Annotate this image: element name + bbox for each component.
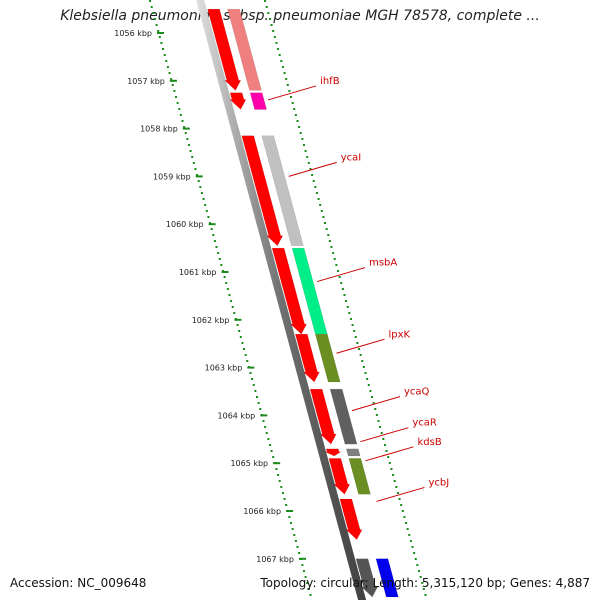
gene-label-leader — [267, 85, 317, 101]
gene-track — [207, 8, 399, 598]
gene-arrow — [271, 247, 308, 335]
backbone-bar — [196, 0, 367, 600]
gene-arrow — [241, 135, 284, 247]
gene-label-leader — [376, 486, 425, 502]
ruler-tick-label: 1066 kbp — [243, 507, 281, 516]
gene-block — [345, 448, 361, 457]
genome-backbone — [196, 0, 367, 600]
ruler-tick-label: 1067 kbp — [256, 555, 294, 564]
gene-label: lpxK — [388, 329, 410, 340]
gene-block — [249, 92, 267, 110]
ruler-tick-label: 1060 kbp — [166, 220, 204, 229]
ruler-tick-label: 1064 kbp — [218, 411, 256, 420]
gene-label-leader — [336, 338, 385, 354]
ruler-tick-label: 1065 kbp — [230, 459, 268, 468]
gene-label-leader — [360, 427, 409, 443]
ruler-tick-label: 1058 kbp — [140, 125, 178, 134]
gene-arrow — [355, 558, 379, 598]
gene-label: ycbJ — [428, 477, 449, 488]
map-title: Klebsiella pneumoniae subsp. pneumoniae … — [60, 8, 540, 24]
position-ruler: 1056 kbp 1057 kbp 1058 kbp 1059 kbp 1060 kbp… — [114, 0, 427, 596]
gene-label: kdsB — [418, 437, 442, 448]
gene-block — [314, 333, 341, 383]
genome-summary-text: Topology: circular; Length: 5,315,120 bp… — [260, 576, 590, 590]
gene-block — [227, 8, 262, 91]
gene-label-leader — [365, 446, 414, 462]
gene-label-leader — [288, 161, 337, 177]
gene-label: msbA — [369, 258, 397, 269]
gene-block — [348, 458, 371, 495]
gene-label-leader — [316, 267, 366, 283]
gene-block — [329, 388, 358, 445]
accession-text: Accession: NC_009648 — [10, 576, 147, 590]
gene-label-leader — [351, 396, 401, 412]
gene-label: ycaR — [412, 418, 437, 429]
gene-arrow — [339, 498, 363, 541]
ruler-tick-label: 1057 kbp — [127, 77, 165, 86]
ruler-tick-label: 1061 kbp — [179, 268, 217, 277]
gene-arrow — [324, 448, 342, 457]
gene-arrow — [207, 8, 242, 91]
gene-arrow — [328, 458, 351, 495]
gene-labels: ihfB ycaI msbA lpxK ycaQ ycaR kdsB ycbJ — [267, 76, 449, 502]
gene-block — [375, 558, 399, 598]
gene-arrow — [309, 388, 337, 445]
gene-arrow — [294, 333, 320, 383]
gene-label: ycaQ — [404, 387, 430, 398]
ruler-tick-label: 1062 kbp — [192, 316, 230, 325]
gene-label: ihfB — [320, 76, 340, 87]
gene-label: ycaI — [341, 152, 362, 163]
ruler-tick-label: 1063 kbp — [205, 364, 243, 373]
ruler-tick-label: 1056 kbp — [114, 29, 152, 38]
gene-arrow — [229, 92, 247, 110]
gene-block — [261, 135, 304, 246]
ruler-tick-label: 1059 kbp — [153, 172, 191, 181]
